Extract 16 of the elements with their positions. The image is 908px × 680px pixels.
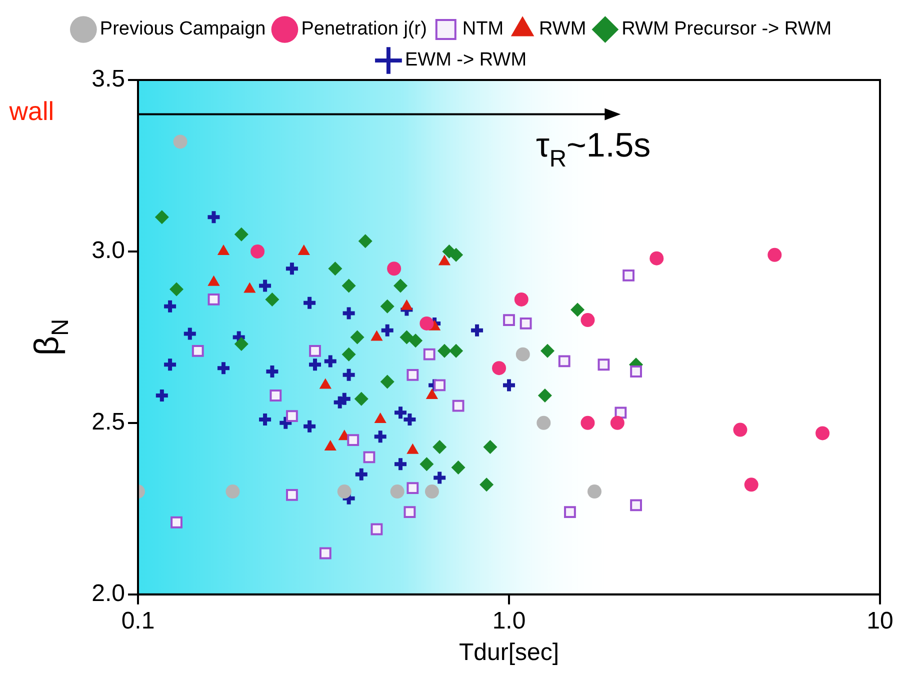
legend-label: RWM xyxy=(539,18,586,40)
y-tick-label: 3.5 xyxy=(92,66,125,93)
legend-label: Previous Campaign xyxy=(100,18,266,40)
y-tick-label: 3.0 xyxy=(92,237,125,264)
y-axis-title: βN xyxy=(28,318,74,356)
x-axis-title: Tdur[sec] xyxy=(458,639,560,666)
x-tick-label: 1.0 xyxy=(492,607,526,634)
legend-label: Penetration j(r) xyxy=(301,18,427,40)
y-tick-label: 2.5 xyxy=(92,408,125,436)
legend-label: RWM Precursor -> RWM xyxy=(622,18,832,40)
x-tick-label: 0.1 xyxy=(121,607,155,634)
legend-label: NTM xyxy=(462,18,504,40)
y-tick-label: 2.0 xyxy=(92,580,125,608)
legend-label: EWM -> RWM xyxy=(404,50,527,71)
text: wall xyxy=(8,96,54,126)
x-tick-label: 10 xyxy=(866,607,894,634)
